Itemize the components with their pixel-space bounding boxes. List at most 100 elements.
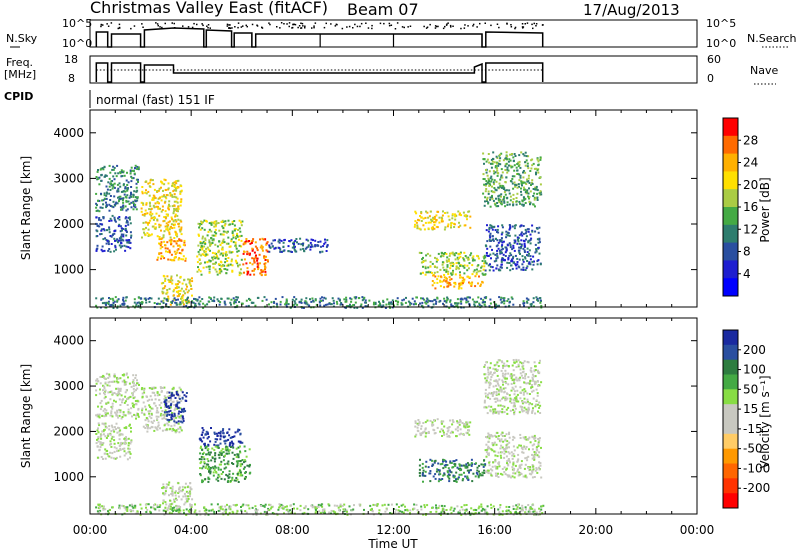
echo-cell bbox=[263, 265, 266, 268]
echo-cell bbox=[419, 302, 421, 305]
echo-cell bbox=[153, 429, 156, 432]
echo-cell bbox=[174, 215, 177, 218]
echo-cell bbox=[516, 446, 519, 449]
echo-cell bbox=[162, 502, 164, 505]
echo-cell bbox=[521, 402, 524, 405]
echo-cell bbox=[206, 449, 209, 452]
echo-cell bbox=[450, 430, 453, 433]
echo-cell bbox=[500, 433, 503, 436]
echo-cell bbox=[298, 301, 301, 304]
echo-cell bbox=[530, 184, 532, 186]
echo-cell bbox=[466, 264, 469, 267]
echo-cell bbox=[98, 176, 101, 179]
echo-cell bbox=[233, 479, 236, 482]
echo-cell bbox=[535, 448, 538, 451]
echo-cell bbox=[536, 196, 539, 199]
echo-cell bbox=[107, 249, 110, 252]
echo-cell bbox=[181, 300, 184, 303]
echo-cell bbox=[228, 449, 231, 452]
echo-cell bbox=[490, 190, 493, 193]
echo-cell bbox=[465, 301, 468, 304]
echo-cell bbox=[231, 232, 234, 235]
echo-cell bbox=[445, 460, 448, 463]
echo-cell bbox=[471, 264, 474, 267]
echo-cell bbox=[314, 245, 317, 248]
echo-cell bbox=[127, 411, 130, 414]
echo-cell bbox=[504, 473, 507, 476]
echo-cell bbox=[422, 224, 425, 227]
echo-cell bbox=[162, 236, 165, 239]
echo-cell bbox=[103, 397, 106, 400]
echo-cell bbox=[539, 464, 542, 467]
echo-cell bbox=[198, 268, 200, 271]
echo-cell bbox=[109, 391, 112, 394]
echo-cell bbox=[507, 258, 510, 261]
echo-cell bbox=[198, 458, 201, 461]
echo-cell bbox=[249, 242, 252, 245]
echo-cell bbox=[503, 200, 506, 203]
echo-cell bbox=[124, 249, 127, 252]
echo-cell bbox=[171, 194, 174, 197]
echo-cell bbox=[268, 244, 271, 247]
echo-cell bbox=[119, 455, 122, 458]
echo-cell bbox=[122, 183, 125, 186]
echo-cell bbox=[227, 476, 230, 479]
nsearch-dot bbox=[110, 22, 113, 24]
echo-cell bbox=[170, 394, 173, 397]
echo-cell bbox=[236, 465, 239, 468]
echo-cell bbox=[459, 467, 462, 470]
echo-cell bbox=[498, 187, 501, 190]
echo-cell bbox=[527, 174, 530, 177]
echo-cell bbox=[293, 243, 295, 246]
echo-cell bbox=[235, 477, 238, 479]
echo-cell bbox=[379, 304, 382, 307]
echo-cell bbox=[315, 303, 318, 306]
echo-cell bbox=[144, 297, 147, 300]
nsearch-dot bbox=[209, 27, 211, 29]
power-echo-region bbox=[413, 210, 472, 231]
echo-cell bbox=[522, 258, 524, 261]
echo-cell bbox=[294, 239, 297, 242]
echo-cell bbox=[519, 361, 522, 364]
echo-cell bbox=[177, 482, 180, 485]
echo-cell bbox=[475, 462, 477, 465]
echo-cell bbox=[443, 276, 446, 279]
echo-cell bbox=[118, 438, 121, 441]
echo-cell bbox=[442, 302, 444, 305]
echo-cell bbox=[202, 306, 205, 309]
echo-cell bbox=[516, 470, 519, 473]
echo-cell bbox=[173, 413, 176, 416]
echo-cell bbox=[463, 264, 466, 267]
echo-cell bbox=[117, 225, 120, 228]
echo-cell bbox=[439, 280, 442, 283]
echo-cell bbox=[522, 302, 525, 305]
echo-cell bbox=[451, 271, 454, 274]
echo-cell bbox=[524, 191, 527, 194]
echo-cell bbox=[520, 244, 523, 247]
echo-cell bbox=[424, 427, 427, 430]
echo-cell bbox=[251, 249, 254, 252]
y-tick-label: 3000 bbox=[53, 171, 84, 185]
echo-cell bbox=[203, 245, 206, 248]
echo-cell bbox=[110, 456, 113, 459]
echo-cell bbox=[522, 239, 525, 242]
echo-cell bbox=[199, 447, 202, 450]
echo-cell bbox=[436, 226, 439, 229]
freq-trace bbox=[95, 62, 544, 83]
echo-cell bbox=[496, 361, 499, 364]
echo-cell bbox=[420, 220, 423, 222]
echo-cell bbox=[116, 431, 119, 434]
echo-cell bbox=[163, 395, 166, 398]
echo-cell bbox=[513, 410, 516, 413]
echo-cell bbox=[219, 430, 222, 433]
echo-cell bbox=[517, 240, 520, 243]
echo-cell bbox=[189, 283, 192, 286]
echo-cell bbox=[126, 189, 129, 192]
nsearch-dot bbox=[407, 26, 409, 28]
echo-cell bbox=[451, 214, 454, 217]
echo-cell bbox=[177, 218, 180, 221]
echo-cell bbox=[491, 160, 494, 163]
echo-cell bbox=[135, 208, 138, 211]
echo-cell bbox=[107, 243, 110, 246]
echo-cell bbox=[521, 410, 524, 413]
